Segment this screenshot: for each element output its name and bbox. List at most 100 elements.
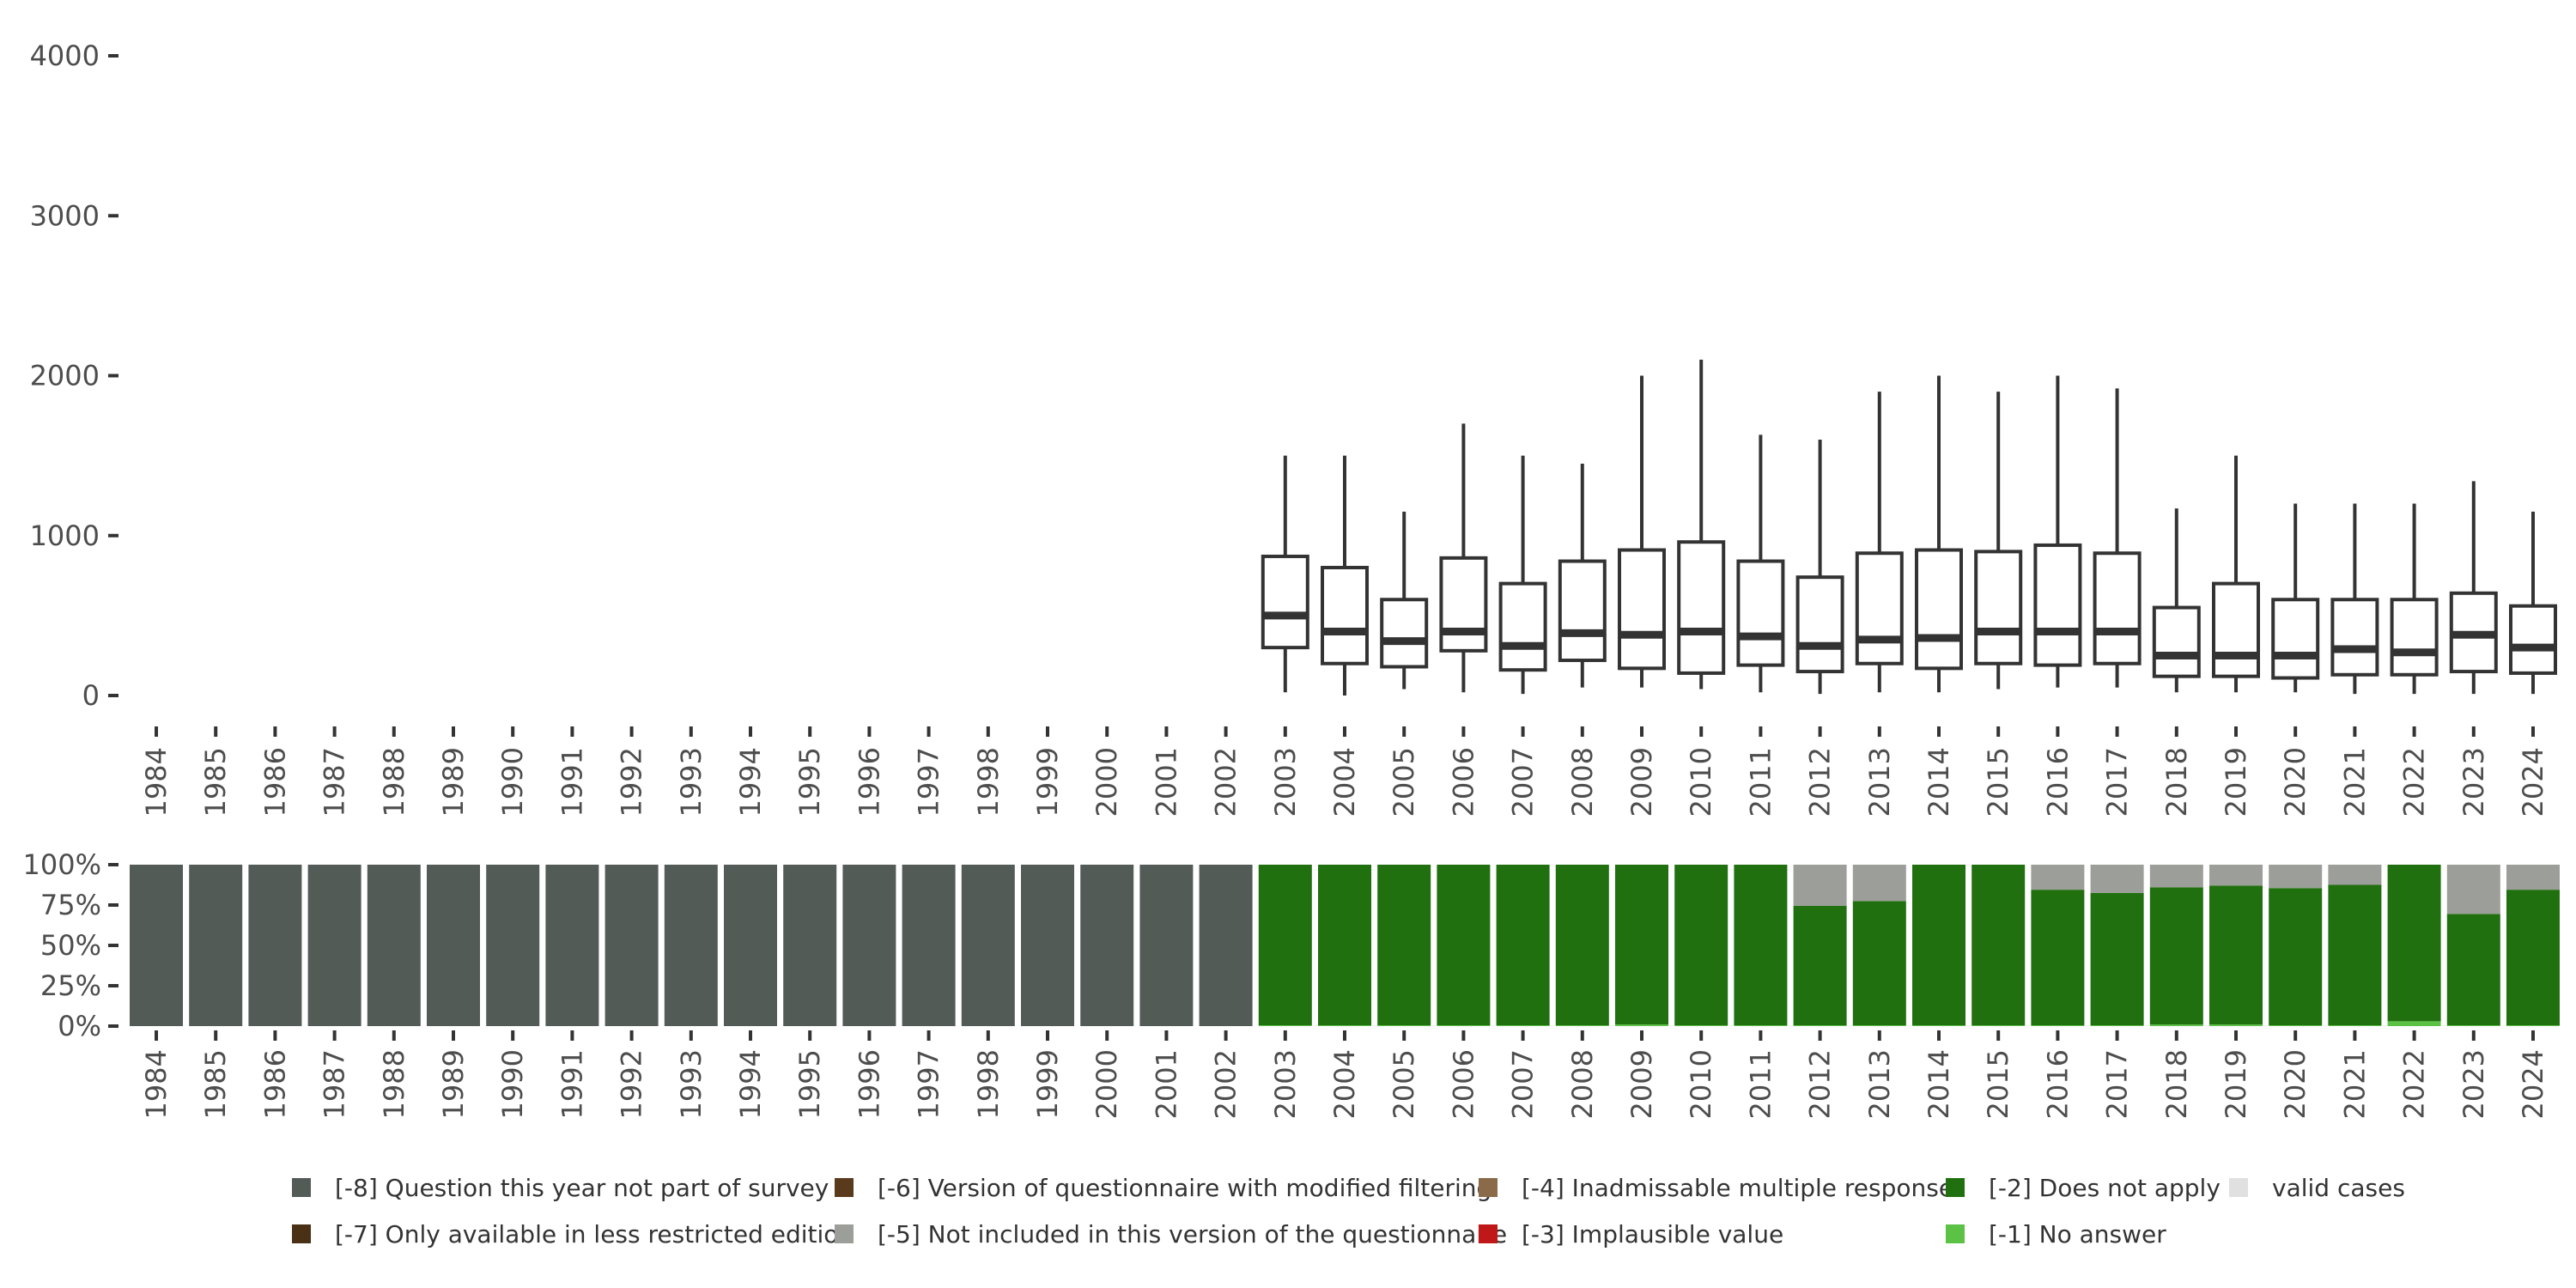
bar-segment (1021, 865, 1074, 1026)
box (1974, 550, 2023, 665)
bar-segment (2031, 1025, 2085, 1026)
y-tick-label: 25% (40, 969, 101, 1002)
box (1795, 575, 1844, 674)
bar-segment (2446, 914, 2500, 1026)
bar-segment (2209, 885, 2263, 1025)
box (2152, 605, 2201, 678)
bar-segment (2209, 865, 2263, 886)
bar-segment (1971, 1025, 2026, 1026)
x-tick-label: 2004 (1328, 747, 1361, 817)
bar-segment (1258, 1025, 1312, 1026)
bar-segment (1377, 865, 1431, 1026)
x-tick-label: 2022 (2398, 1049, 2431, 1119)
x-tick-label: 2024 (2517, 1049, 2549, 1119)
y-tick-label: 100% (23, 848, 101, 881)
x-tick-label: 1995 (793, 747, 826, 817)
legend-swatch (1946, 1178, 1965, 1197)
bar-segment (664, 865, 718, 1026)
x-tick-label: 2019 (2220, 747, 2252, 817)
x-tick-label: 2018 (2160, 1049, 2193, 1119)
box (1261, 554, 1309, 650)
bar-segment (724, 865, 777, 1026)
x-tick-label: 1989 (437, 1049, 470, 1119)
legend-item: [-7] Only available in less restricted e… (292, 1220, 854, 1249)
x-tick-label: 1985 (199, 747, 232, 817)
bar-segment (367, 865, 421, 1026)
box (1736, 559, 1785, 667)
box (1677, 540, 1726, 675)
boxplot-panel: 0 1000 2000 3000 4000 1984 1985 1986 1987 1988 198… (30, 39, 2557, 817)
x-tick-label: 1997 (913, 1049, 945, 1119)
x-tick-label: 2005 (1388, 1049, 1420, 1119)
x-tick-label: 1985 (199, 1049, 232, 1119)
x-tick-label: 2010 (1685, 747, 1717, 817)
legend-label: [-8] Question this year not part of surv… (335, 1173, 829, 1202)
x-tick-label: 1991 (556, 1049, 588, 1119)
legend-swatch (835, 1224, 854, 1243)
x-tick-label: 1987 (319, 747, 351, 817)
x-tick-label: 2017 (2101, 747, 2134, 817)
x-tick-label: 1987 (319, 1049, 351, 1119)
box (2212, 581, 2260, 678)
legend-swatch (835, 1178, 854, 1197)
y-tick-label: 0% (58, 1010, 101, 1042)
bar-segment (2446, 865, 2500, 914)
x-tick-label: 2000 (1091, 747, 1123, 817)
x-tick-label: 1996 (853, 747, 885, 817)
x-tick-label: 2008 (1566, 747, 1599, 817)
bar-segment (2506, 1025, 2560, 1026)
bar-segment (1971, 865, 2026, 1026)
x-tick-label: 2012 (1804, 747, 1837, 817)
bar-segment (130, 865, 183, 1026)
bar-segment (2387, 865, 2441, 1022)
bar-segment (2506, 890, 2560, 1026)
x-tick-label: 2006 (1447, 1049, 1479, 1119)
y-tick-label: 75% (40, 889, 101, 921)
x-tick-label: 2003 (1269, 747, 1302, 817)
x-tick-label: 1990 (496, 1049, 529, 1119)
x-tick-label: 1993 (675, 1049, 708, 1119)
bar-segment (1852, 1025, 1906, 1026)
x-tick-label: 1984 (140, 1049, 173, 1119)
box (1321, 566, 1369, 665)
legend-label: [-4] Inadmissable multiple response (1522, 1173, 1954, 1202)
bar-segment (1318, 1025, 1371, 1026)
bar-segment (2506, 865, 2560, 890)
x-tick-label: 2016 (2041, 747, 2074, 817)
bar-segment (486, 865, 540, 1026)
bar-segment (1615, 865, 1668, 1025)
bar-segment (2031, 865, 2085, 890)
x-tick-label: 2009 (1625, 747, 1658, 817)
bar-segment (2031, 890, 2085, 1026)
bar-segment (2269, 865, 2323, 889)
x-tick-label: 2016 (2041, 1049, 2074, 1119)
legend-swatch (292, 1224, 311, 1243)
x-tick-label: 2023 (2458, 1049, 2490, 1119)
x-tick-label: 2015 (1982, 747, 2014, 817)
legend-label: [-1] No answer (1989, 1219, 2166, 1249)
bar-segment (1734, 1025, 1788, 1026)
x-tick-label: 1984 (140, 747, 173, 817)
x-tick-label: 2015 (1982, 1049, 2014, 1119)
x-tick-label: 2019 (2220, 1049, 2252, 1119)
bar-segment (248, 865, 302, 1026)
bar-segment (1496, 865, 1550, 1026)
box (2509, 604, 2557, 675)
legend-item: [-3] Implausible value (1479, 1220, 1783, 1249)
legend-label: valid cases (2272, 1173, 2405, 1202)
bar-segment (1912, 865, 1965, 1026)
x-tick-label: 1996 (853, 1049, 885, 1119)
x-tick-label: 2021 (2338, 1049, 2371, 1119)
x-tick-label: 1998 (972, 1049, 1005, 1119)
bar-segment (2328, 865, 2382, 885)
bar-segment (605, 865, 659, 1026)
bar-segment (1555, 1025, 1609, 1026)
box (1380, 598, 1429, 669)
bar-segment (1139, 865, 1194, 1026)
bar-segment (1199, 865, 1253, 1026)
bar-segment (1377, 1025, 1431, 1026)
x-tick-label: 1993 (675, 747, 708, 817)
x-tick-label: 1986 (258, 747, 291, 817)
legend-swatch (2229, 1178, 2248, 1197)
y-tick-label: 50% (40, 929, 101, 962)
